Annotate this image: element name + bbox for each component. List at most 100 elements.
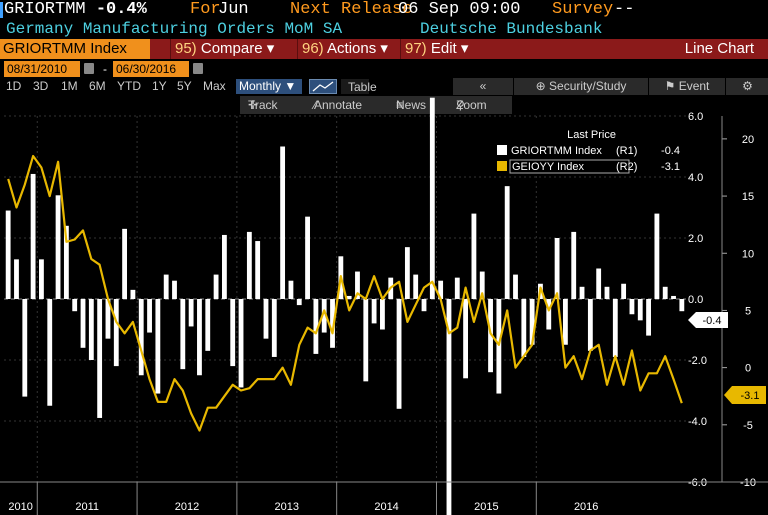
- function-toolbar: GRIORTMM Index 95) Compare ▾ 96) Actions…: [0, 39, 768, 59]
- bar-mark: [213, 274, 219, 299]
- period-1m[interactable]: 1M: [61, 79, 78, 93]
- bar-mark: [571, 231, 577, 299]
- bar-mark: [438, 280, 444, 299]
- bar-mark: [562, 299, 568, 345]
- track-label: Track: [248, 98, 278, 112]
- bar-mark: [155, 299, 161, 394]
- bar-mark: [30, 173, 36, 299]
- bar-mark: [313, 299, 319, 354]
- period-1d[interactable]: 1D: [6, 79, 22, 93]
- period-5y[interactable]: 5Y: [177, 79, 192, 93]
- bar-mark: [105, 299, 111, 339]
- security-field[interactable]: GRIORTMM Index: [0, 39, 150, 59]
- bar-mark: [587, 299, 593, 351]
- period-3d[interactable]: 3D: [33, 79, 49, 93]
- compare-number: 95): [175, 40, 197, 57]
- actions-label: Actions: [327, 40, 377, 57]
- actions-button[interactable]: 96) Actions ▾: [297, 39, 397, 59]
- table-toggle[interactable]: Table: [341, 79, 377, 94]
- end-date-input[interactable]: 06/30/2016: [113, 61, 189, 77]
- bar-mark: [130, 289, 136, 299]
- bar-mark: [280, 146, 286, 299]
- bar-mark: [55, 195, 61, 299]
- legend-title: Last Price: [567, 129, 616, 141]
- bar-mark: [97, 299, 103, 418]
- bar-mark: [429, 97, 435, 299]
- bar-mark: [454, 277, 460, 299]
- right-axis-tick: 5: [745, 305, 751, 317]
- nav-back-button[interactable]: «: [452, 78, 513, 95]
- bar-mark: [604, 286, 610, 299]
- x-axis-tick: 2013: [275, 501, 299, 513]
- bar-mark: [271, 299, 277, 357]
- x-axis-tick: 2012: [175, 501, 199, 513]
- line-chart-icon[interactable]: [309, 79, 337, 94]
- calendar-icon[interactable]: [84, 63, 94, 74]
- bar-mark: [88, 299, 94, 360]
- settings-button[interactable]: ⚙: [725, 78, 768, 95]
- pencil-icon: ⁄: [314, 98, 317, 112]
- legend-last-r2: -3.1: [661, 161, 680, 173]
- ticker-symbol: GRIORTMM: [4, 0, 86, 19]
- bar-mark: [554, 238, 560, 299]
- period-ytd[interactable]: YTD: [117, 79, 141, 93]
- left-axis-tick: -6.0: [688, 477, 707, 489]
- legend-swatch-r1: [497, 145, 507, 155]
- last-value: -0.4%: [95, 0, 147, 19]
- calendar-icon[interactable]: [193, 63, 203, 74]
- period-6m[interactable]: 6M: [89, 79, 106, 93]
- right-axis-tick: -5: [743, 420, 753, 432]
- security-study-button[interactable]: ⊕ Security/Study: [513, 78, 648, 95]
- legend-axis-r1: (R1): [616, 145, 637, 157]
- survey-label: Survey: [552, 0, 614, 19]
- ticker-label: GRIORTMM -0.4%: [4, 0, 147, 20]
- bar-mark: [80, 299, 86, 348]
- x-axis-tick: 2011: [75, 501, 99, 513]
- bar-mark: [230, 299, 236, 367]
- last-label-r2: -3.1: [741, 390, 760, 402]
- series-line-geioyy: [7, 154, 683, 432]
- chart-axes: 6.04.02.00.0-2.0-4.0-6.020151050-5-10201…: [0, 111, 768, 515]
- bar-mark: [421, 299, 427, 312]
- bar-mark: [629, 299, 635, 315]
- bar-mark: [380, 299, 385, 330]
- bar-mark: [346, 295, 352, 299]
- bar-mark: [612, 299, 618, 357]
- bar-mark: [14, 259, 19, 299]
- text-cursor: [0, 2, 3, 18]
- bar-mark: [63, 225, 69, 299]
- left-axis-tick: 4.0: [688, 172, 703, 184]
- bar-mark: [246, 231, 252, 299]
- bar-series: [5, 97, 685, 515]
- bar-mark: [446, 299, 452, 515]
- for-value: Jun: [218, 0, 249, 19]
- period-max[interactable]: Max: [203, 79, 226, 93]
- left-axis-tick: 2.0: [688, 233, 703, 245]
- search-icon: ⚲: [456, 98, 465, 112]
- bar-mark: [238, 299, 244, 388]
- frequency-dropdown[interactable]: Monthly ▼: [236, 79, 302, 94]
- left-axis-tick: 0.0: [688, 294, 703, 306]
- line-chart-glyph: [312, 81, 334, 92]
- bar-mark: [172, 280, 177, 299]
- actions-number: 96): [302, 40, 324, 57]
- chevron-down-icon: ▾: [380, 40, 388, 57]
- bar-mark: [122, 228, 128, 299]
- bar-mark: [646, 299, 651, 336]
- bar-mark: [205, 299, 211, 351]
- start-date-input[interactable]: 08/31/2010: [4, 61, 80, 77]
- bar-mark: [305, 216, 310, 299]
- bar-mark: [596, 268, 602, 299]
- bar-mark: [288, 280, 294, 299]
- compare-button[interactable]: 95) Compare ▾: [170, 39, 295, 59]
- period-1y[interactable]: 1Y: [152, 79, 167, 93]
- legend-name-r1: GRIORTMM Index: [511, 145, 602, 157]
- edit-label: Edit: [430, 40, 457, 57]
- event-label: Event: [678, 79, 710, 93]
- bar-mark: [197, 299, 202, 376]
- event-button[interactable]: ⚑ Event: [648, 78, 725, 95]
- bar-mark: [371, 299, 377, 324]
- right-axis-tick: 0: [745, 363, 751, 375]
- edit-button[interactable]: 97) Edit ▾: [400, 39, 480, 59]
